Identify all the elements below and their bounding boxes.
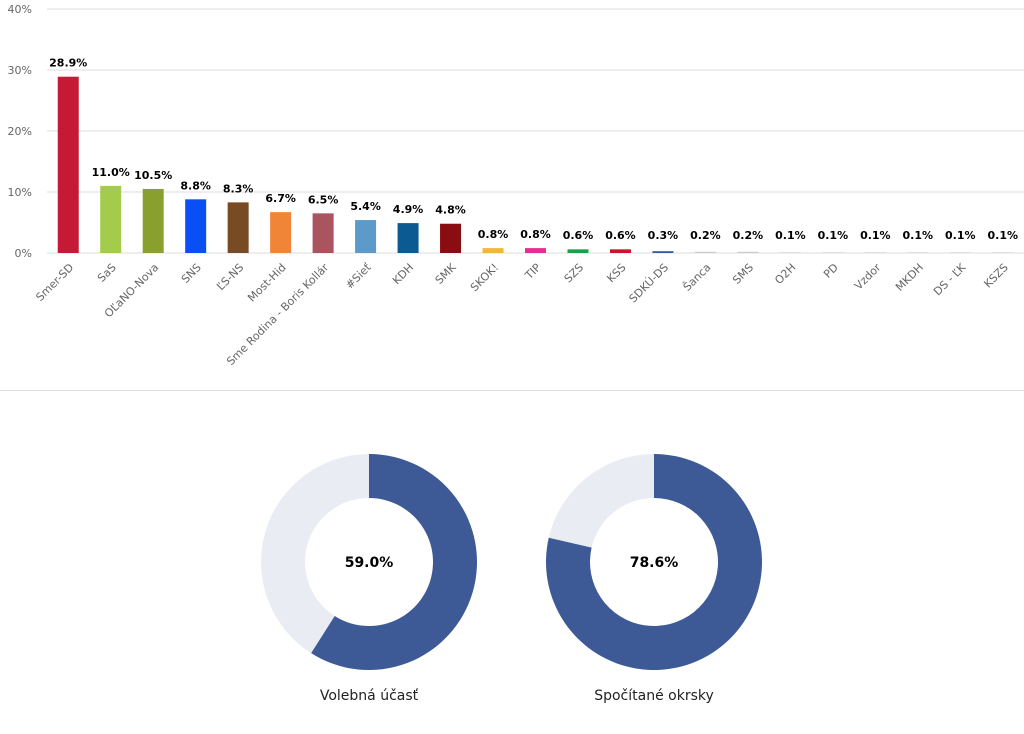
x-tick-label: KSZS [981, 261, 1011, 291]
bar [992, 252, 1014, 253]
y-tick-label: 0% [15, 247, 32, 260]
bar-value-label: 28.9% [49, 57, 87, 70]
bar [779, 252, 801, 253]
turnout-donut: 59.0% Volebná účasť [249, 452, 489, 704]
bar [694, 251, 716, 253]
turnout-caption: Volebná účasť [319, 688, 419, 704]
bar [312, 213, 334, 253]
bar-value-label: 0.1% [903, 229, 934, 242]
bar [652, 251, 674, 253]
y-tick-label: 40% [8, 3, 32, 16]
x-tick-label: SMS [730, 261, 756, 287]
bar [270, 212, 292, 253]
x-tick-label: ĽS-NS [214, 261, 246, 293]
bar [609, 249, 631, 253]
bar [142, 188, 164, 253]
bar [57, 76, 79, 254]
bar [440, 223, 462, 253]
bar-value-label: 0.6% [605, 229, 636, 242]
x-tick-label: MKDH [893, 261, 926, 294]
y-tick-label: 10% [8, 186, 32, 199]
bar-value-label: 6.7% [265, 192, 296, 205]
counted-districts-remaining-arc [548, 454, 654, 548]
bar [525, 248, 546, 253]
x-tick-label: SZS [562, 261, 586, 285]
x-tick-label: KDH [390, 261, 416, 287]
x-tick-label: O2H [772, 261, 798, 287]
bar-value-label: 0.1% [945, 229, 976, 242]
bar-value-label: 0.8% [478, 228, 509, 241]
bars: 28.9%Smer-SD11.0%SaS10.5%OĽaNO-Nova8.8%S… [33, 57, 1018, 368]
x-tick-label: Vzdor [852, 261, 884, 293]
bar-value-label: 0.3% [648, 229, 679, 242]
y-tick-label: 20% [8, 125, 32, 138]
x-tick-label: SDKÚ-DS [627, 261, 671, 305]
x-tick-label: #Sieť [343, 260, 374, 291]
counted-districts-donut-chart: 78.6% [546, 454, 762, 670]
bar [100, 185, 122, 253]
x-tick-label: Smer-SD [33, 261, 76, 304]
x-tick-label: SaS [95, 261, 119, 285]
x-tick-label: TIP [522, 261, 544, 283]
x-tick-label: SKOK! [468, 261, 501, 294]
counted-districts-value-label: 78.6% [630, 555, 679, 571]
bar [864, 252, 886, 253]
bar-chart: 0% 10% 20% 30% 40% 28.9% Smer-SD 11.0% SaS 10.5%… [8, 3, 1024, 368]
bar [949, 252, 971, 253]
x-tick-label: DS - ĽK [931, 260, 969, 298]
bar-value-label: 6.5% [308, 193, 339, 206]
bar [737, 251, 759, 253]
bar-value-label: 4.9% [393, 203, 424, 216]
x-tick-label: SNS [179, 261, 204, 286]
bar [397, 223, 419, 253]
turnout-donut-chart: 59.0% [261, 454, 478, 670]
section-divider [0, 390, 1024, 391]
counted-districts-donut: 78.6% Spočítané okrsky [534, 452, 774, 704]
bar-value-label: 11.0% [92, 166, 130, 179]
bar-value-label: 5.4% [350, 200, 381, 213]
bar-value-label: 4.8% [435, 204, 466, 217]
bar-value-label: 0.6% [563, 229, 594, 242]
x-tick-label: PD [821, 261, 841, 281]
grid-lines: 0% 10% 20% 30% 40% [8, 3, 1024, 260]
y-tick-label: 30% [8, 64, 32, 77]
counted-districts-caption: Spočítané okrsky [594, 688, 714, 704]
bar [482, 248, 504, 253]
bar [355, 220, 377, 253]
bar [907, 252, 929, 253]
bar-value-label: 8.8% [180, 179, 211, 192]
counted-districts-value-arc [546, 454, 762, 670]
bar [227, 202, 249, 253]
turnout-remaining-arc [261, 454, 369, 654]
bar [185, 199, 207, 253]
bar [822, 252, 844, 253]
bar-value-label: 0.1% [860, 229, 891, 242]
bar-value-label: 0.1% [775, 229, 806, 242]
x-tick-label: Šanca [681, 261, 714, 294]
bar-value-label: 0.8% [520, 228, 551, 241]
turnout-value-arc [311, 454, 478, 670]
bar-value-label: 8.3% [223, 182, 254, 195]
turnout-value-label: 59.0% [345, 555, 394, 571]
x-tick-label: Most-Hid [245, 261, 289, 305]
x-tick-label: KSS [604, 261, 628, 285]
bar-value-label: 0.2% [733, 229, 764, 242]
bar [567, 249, 589, 253]
bar-value-label: 0.1% [818, 229, 849, 242]
bar-value-label: 10.5% [134, 169, 172, 182]
bar-value-label: 0.1% [988, 229, 1019, 242]
bar-value-label: 0.2% [690, 229, 721, 242]
x-tick-label: SMK [433, 260, 459, 286]
